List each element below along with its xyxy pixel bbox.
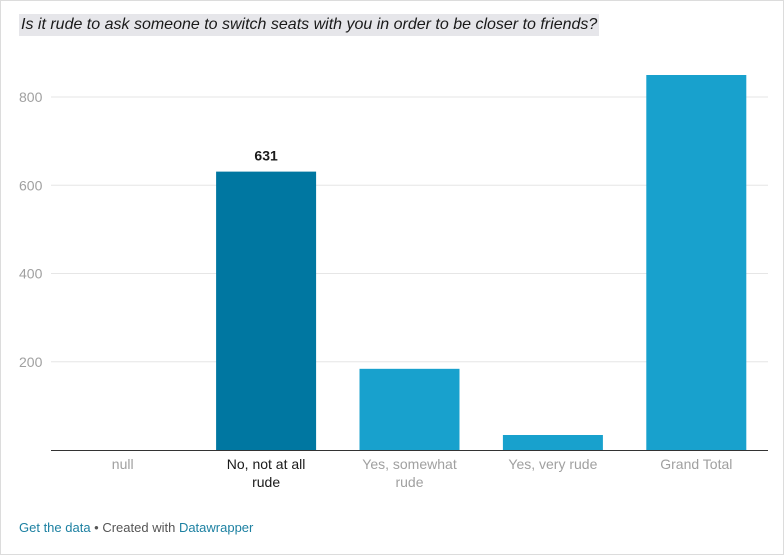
chart-title: Is it rude to ask someone to switch seat… <box>19 14 600 36</box>
footer-separator: • Created with <box>90 520 179 535</box>
bar-no-not-at-all-rude[interactable] <box>216 171 317 450</box>
bar-yes-very-rude[interactable] <box>502 435 603 450</box>
bar-yes-somewhat-rude[interactable] <box>359 368 460 450</box>
y-tick-label-200: 200 <box>19 354 43 370</box>
category-label: null <box>112 456 134 472</box>
y-tick-label-600: 600 <box>19 177 43 193</box>
get-the-data-link[interactable]: Get the data <box>19 520 91 535</box>
value-label: 631 <box>254 148 278 164</box>
chart-footer: Get the data • Created with Datawrapper <box>19 520 253 535</box>
bar-grand-total[interactable] <box>646 75 747 450</box>
category-label: Yes, somewhat rude <box>362 456 457 490</box>
category-label: Grand Total <box>660 456 732 472</box>
datawrapper-link[interactable]: Datawrapper <box>178 520 254 535</box>
labels: 200 400 600 800 null 631 No, not at all rude Yes… <box>19 89 732 490</box>
y-tick-label-400: 400 <box>19 266 43 282</box>
category-label: No, not at all rude <box>227 456 306 490</box>
y-tick-label-800: 800 <box>19 89 43 105</box>
bars <box>216 75 747 450</box>
category-label: Yes, very rude <box>508 456 597 472</box>
